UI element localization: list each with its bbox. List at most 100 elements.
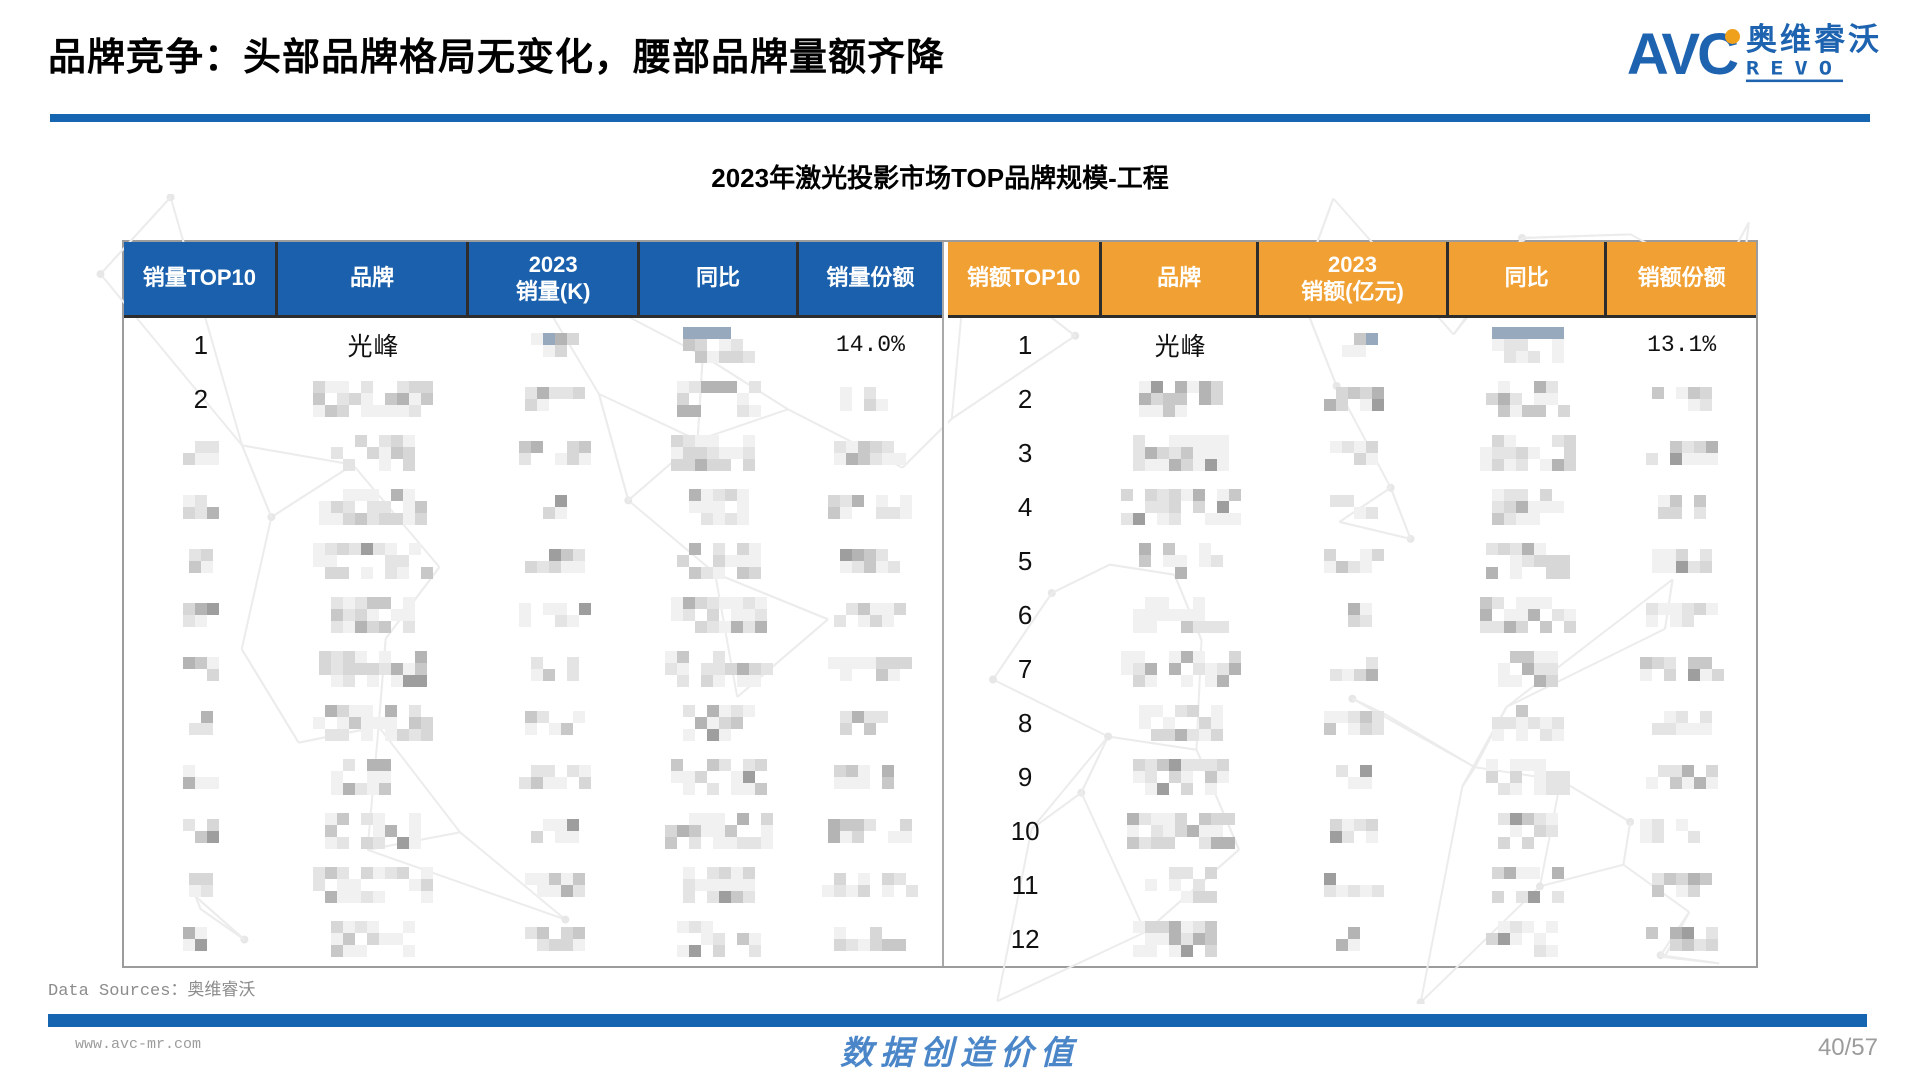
share-cell <box>1607 372 1756 426</box>
redacted-mosaic <box>313 867 434 903</box>
redacted-mosaic <box>1651 549 1712 573</box>
share-cell <box>1607 696 1756 750</box>
value-cell <box>469 750 640 804</box>
value-cell <box>1259 804 1449 858</box>
redacted-mosaic <box>524 387 585 411</box>
table-header-row: 销量TOP10 品牌 2023 销量(K) 同比 销量份额 <box>124 242 942 318</box>
share-cell <box>1607 534 1756 588</box>
share-cell <box>1607 426 1756 480</box>
yoy-cell <box>1449 426 1607 480</box>
redacted-mosaic <box>683 327 756 363</box>
table-row <box>124 426 942 480</box>
value-cell <box>469 912 640 966</box>
table-row: 10 <box>948 804 1756 858</box>
redacted-mosaic <box>313 381 434 417</box>
yoy-cell <box>1449 858 1607 912</box>
yoy-cell <box>640 426 799 480</box>
table-container: 销量TOP10 品牌 2023 销量(K) 同比 销量份额 1 光峰 14.0% 2 销额TOP… <box>96 194 1758 1004</box>
redacted-mosaic <box>1639 657 1724 681</box>
table-row: 2 <box>948 372 1756 426</box>
value-cell <box>1259 642 1449 696</box>
redacted-mosaic <box>683 705 756 741</box>
value-cell <box>469 372 640 426</box>
yoy-cell <box>1449 318 1607 372</box>
brand-cell <box>1102 750 1259 804</box>
share-cell <box>1607 588 1756 642</box>
column-header: 销额份额 <box>1637 265 1726 291</box>
data-sources-note: Data Sources：奥维睿沃 <box>48 982 256 1001</box>
column-header: 销额TOP10 <box>948 242 1103 315</box>
share-cell <box>1607 480 1756 534</box>
title-divider <box>50 114 1870 122</box>
value-cell <box>1259 588 1449 642</box>
table-row: 4 <box>948 480 1756 534</box>
redacted-mosaic <box>530 333 579 357</box>
redacted-mosaic <box>822 873 919 897</box>
page-title: 品牌竞争：头部品牌格局无变化，腰部品牌量额齐降 <box>48 37 946 79</box>
redacted-mosaic <box>531 495 579 519</box>
redacted-mosaic <box>1480 435 1577 471</box>
redacted-mosaic <box>689 489 750 525</box>
redacted-mosaic <box>1486 921 1570 957</box>
table-body: 1 光峰 13.1% 2 3 4 5 6 7 8 9 10 11 12 <box>948 318 1756 966</box>
redacted-mosaic <box>834 765 906 789</box>
table-row: 9 <box>948 750 1756 804</box>
value-cell <box>1259 858 1449 912</box>
redacted-mosaic <box>1645 927 1718 951</box>
redacted-mosaic <box>188 549 213 573</box>
redacted-mosaic <box>1336 603 1372 627</box>
redacted-mosaic <box>1651 387 1712 411</box>
redacted-mosaic <box>1498 651 1559 687</box>
redacted-mosaic <box>331 759 415 795</box>
redacted-mosaic <box>331 597 416 633</box>
table-header-row: 销额TOP10 品牌 2023 销额(亿元) 同比 销额份额 <box>948 242 1756 318</box>
rank-cell <box>124 480 278 534</box>
brand-cell <box>1102 912 1259 966</box>
redacted-mosaic <box>518 765 591 789</box>
redacted-mosaic <box>524 873 585 897</box>
brand-cell <box>1102 426 1259 480</box>
brand-cell <box>278 372 469 426</box>
table-row <box>124 912 942 966</box>
redacted-mosaic <box>1120 651 1241 687</box>
redacted-mosaic <box>840 387 900 411</box>
brand-cell: 光峰 <box>347 333 400 361</box>
share-cell <box>799 588 942 642</box>
table-row: 1 光峰 13.1% <box>948 318 1756 372</box>
rank-cell: 2 <box>193 383 209 414</box>
column-header: 品牌 <box>278 242 470 315</box>
yoy-cell <box>1449 588 1607 642</box>
table-row <box>124 534 942 588</box>
redacted-mosaic <box>1645 765 1718 789</box>
yoy-cell <box>640 642 799 696</box>
redacted-mosaic <box>1486 381 1571 417</box>
yoy-cell <box>640 318 799 372</box>
redacted-mosaic <box>677 381 762 417</box>
brand-cell: 光峰 <box>1154 333 1207 361</box>
redacted-mosaic <box>188 711 213 735</box>
brand-cell <box>1102 372 1259 426</box>
rank-cell <box>124 696 278 750</box>
redacted-mosaic <box>182 657 219 681</box>
redacted-mosaic <box>665 651 774 687</box>
brand-cell <box>1102 804 1259 858</box>
column-header: 同比 <box>640 242 799 315</box>
brand-cell <box>278 696 469 750</box>
redacted-mosaic <box>1132 921 1229 957</box>
redacted-mosaic <box>1492 705 1565 741</box>
value-cell <box>469 534 640 588</box>
redacted-mosaic <box>182 927 219 951</box>
brand-cell <box>278 642 469 696</box>
redacted-mosaic <box>671 597 768 633</box>
brand-cell <box>278 804 469 858</box>
redacted-mosaic <box>1651 711 1712 735</box>
redacted-mosaic <box>840 711 900 735</box>
redacted-mosaic <box>313 705 434 741</box>
redacted-mosaic <box>665 813 774 849</box>
yoy-cell <box>640 912 799 966</box>
table-row: 1 光峰 14.0% <box>124 318 942 372</box>
footer-divider-bar <box>48 1014 1867 1027</box>
table-row <box>124 804 942 858</box>
redacted-mosaic <box>182 765 219 789</box>
redacted-mosaic <box>524 549 585 573</box>
